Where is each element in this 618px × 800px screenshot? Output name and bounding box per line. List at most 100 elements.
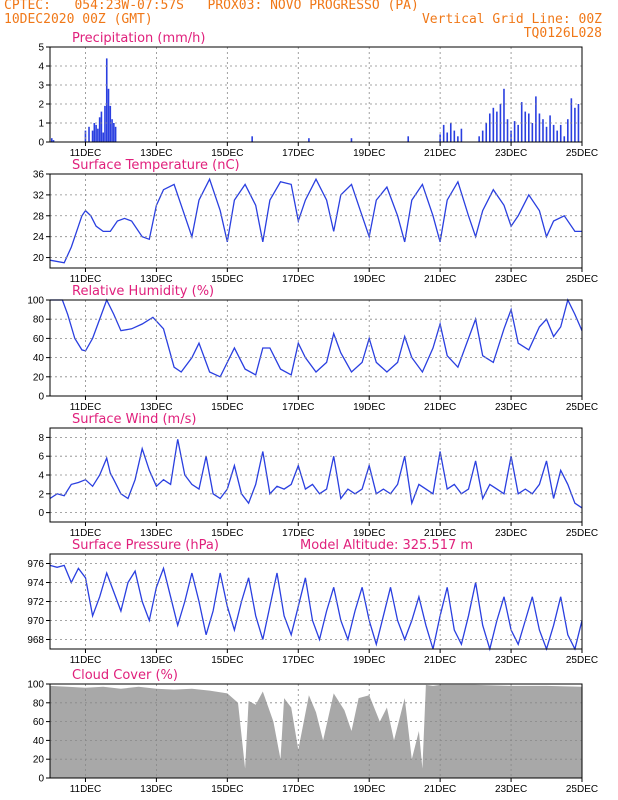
y-tick-label: 0 [38, 138, 44, 149]
precip-bar [574, 107, 576, 142]
precip-bar [570, 98, 573, 142]
x-tick-label: 11DEC [70, 402, 102, 413]
y-tick-label: 40 [33, 736, 45, 747]
series-line-2 [50, 298, 583, 378]
precip-bar [350, 138, 353, 142]
y-tick-label: 80 [33, 315, 45, 326]
precip-bar [407, 136, 410, 142]
precip-bar [91, 130, 94, 142]
x-tick-label: 15DEC [211, 274, 243, 285]
x-tick-label: 17DEC [282, 402, 314, 413]
precip-bar [528, 113, 530, 142]
precip-bar [98, 117, 101, 142]
y-tick-label: 6 [38, 452, 44, 463]
y-tick-label: 2 [38, 489, 44, 500]
precip-bar [542, 119, 544, 142]
cloud-area [50, 684, 582, 778]
y-tick-label: 60 [33, 717, 45, 728]
panel-title: Surface Wind (m/s) [72, 412, 196, 427]
y-tick-label: 3 [38, 81, 44, 92]
x-tick-label: 19DEC [353, 274, 385, 285]
x-tick-label: 13DEC [140, 274, 172, 285]
x-tick-label: 13DEC [140, 528, 172, 539]
precip-bar [538, 113, 541, 142]
precip-bar [88, 126, 90, 142]
precip-bar [517, 124, 519, 142]
x-tick-label: 11DEC [70, 274, 102, 285]
precip-bar [506, 119, 509, 142]
x-tick-label: 21DEC [424, 148, 456, 159]
precip-bar [549, 115, 551, 142]
precip-bar [488, 113, 491, 142]
x-tick-label: 13DEC [140, 402, 172, 413]
x-tick-label: 25DEC [566, 784, 598, 795]
y-tick-label: 0 [38, 392, 44, 403]
y-tick-label: 968 [27, 635, 44, 646]
precip-bar [84, 130, 87, 142]
y-tick-label: 32 [33, 190, 45, 201]
x-tick-label: 23DEC [495, 655, 527, 666]
precip-bar [105, 58, 108, 142]
x-tick-label: 15DEC [211, 148, 243, 159]
precip-bar [556, 130, 558, 142]
precip-bar [109, 105, 112, 142]
precip-bar [97, 128, 99, 142]
precip-bar [577, 104, 580, 142]
x-tick-label: 19DEC [353, 784, 385, 795]
precip-bar [531, 123, 534, 142]
panel-frame [49, 173, 583, 269]
x-tick-label: 17DEC [282, 655, 314, 666]
y-tick-label: 1 [38, 119, 44, 130]
x-tick-label: 13DEC [140, 784, 172, 795]
series-line-4 [49, 564, 583, 652]
precip-bar [478, 136, 480, 142]
x-tick-label: 19DEC [353, 148, 385, 159]
x-tick-label: 13DEC [140, 655, 172, 666]
x-tick-label: 19DEC [353, 402, 385, 413]
precip-bar [52, 140, 55, 142]
y-tick-label: 24 [33, 232, 45, 243]
panel-annotation: Model Altitude: 325.517 m [300, 538, 473, 553]
x-tick-label: 11DEC [70, 655, 102, 666]
precip-bar [308, 138, 310, 142]
x-tick-label: 15DEC [211, 528, 243, 539]
y-tick-label: 4 [38, 471, 44, 482]
x-tick-label: 23DEC [495, 784, 527, 795]
y-tick-label: 5 [38, 43, 44, 54]
x-tick-label: 19DEC [353, 528, 385, 539]
y-tick-label: 974 [27, 578, 44, 589]
precip-bar [552, 124, 555, 142]
precip-bar [95, 124, 97, 142]
x-tick-label: 25DEC [566, 402, 598, 413]
panel-frame [49, 299, 583, 397]
x-tick-label: 21DEC [424, 274, 456, 285]
panel-title: Surface Temperature (nC) [72, 158, 240, 173]
precip-bar [251, 136, 253, 142]
y-tick-label: 20 [33, 253, 45, 264]
x-tick-label: 19DEC [353, 655, 385, 666]
precip-bar [442, 124, 445, 142]
precip-bar [563, 136, 566, 142]
x-tick-label: 17DEC [282, 274, 314, 285]
y-tick-label: 40 [33, 353, 45, 364]
precip-bar [485, 123, 488, 142]
y-tick-label: 100 [27, 680, 44, 691]
precip-bar [113, 123, 115, 142]
precip-bar [104, 105, 106, 142]
x-tick-label: 15DEC [211, 784, 243, 795]
x-tick-label: 23DEC [495, 148, 527, 159]
precip-bar [524, 111, 527, 142]
precip-bar [102, 132, 104, 142]
x-tick-label: 11DEC [70, 528, 102, 539]
y-tick-label: 28 [33, 211, 45, 222]
x-tick-label: 21DEC [424, 528, 456, 539]
precip-bar [446, 132, 449, 142]
y-tick-label: 976 [27, 559, 44, 570]
x-tick-label: 17DEC [282, 784, 314, 795]
x-tick-label: 23DEC [495, 274, 527, 285]
header-grid-note: Vertical Grid Line: 00Z [421, 12, 602, 27]
x-tick-label: 15DEC [211, 655, 243, 666]
y-tick-label: 4 [38, 62, 44, 73]
precip-bar [496, 111, 498, 142]
x-tick-label: 21DEC [424, 784, 456, 795]
